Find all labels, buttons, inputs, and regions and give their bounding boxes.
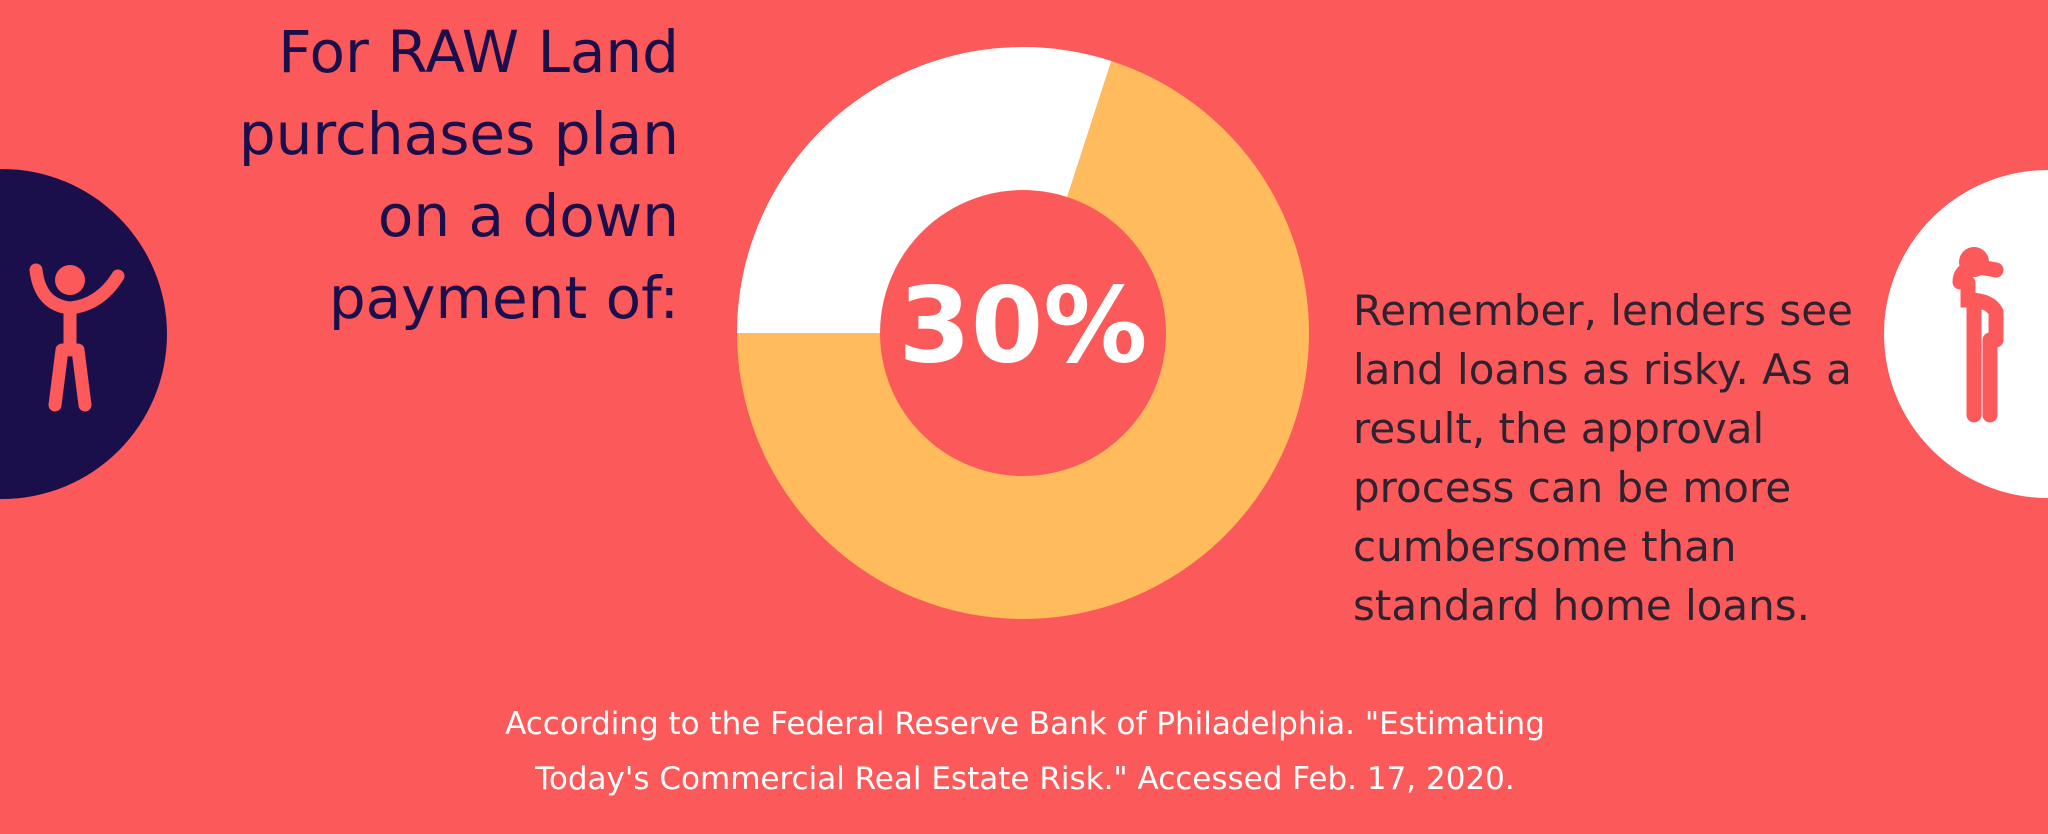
heading-line: on a down	[378, 182, 679, 250]
donut-segment	[737, 60, 1309, 619]
heading-line: payment of:	[329, 264, 679, 332]
heading-line: For RAW Land	[278, 18, 679, 86]
note-line: standard home loans.	[1353, 581, 1810, 630]
badge-circle	[0, 169, 167, 499]
note-line: Remember, lenders see	[1353, 286, 1853, 335]
note-line: cumbersome than	[1353, 522, 1737, 571]
left-badge	[0, 169, 167, 499]
right-badge	[1884, 170, 2048, 498]
center-label: 30%	[899, 264, 1148, 386]
note-line: result, the approval	[1353, 404, 1764, 453]
note-line: land loans as risky. As a	[1353, 345, 1852, 394]
cheering-person-icon	[29, 263, 125, 412]
heading-line: purchases plan	[239, 100, 679, 168]
donut-chart: 30%	[737, 46, 1309, 619]
donut-segment	[737, 46, 1112, 334]
badge-circle	[1884, 170, 2048, 498]
source-line: According to the Federal Reserve Bank of…	[505, 706, 1545, 742]
note-line: process can be more	[1353, 463, 1791, 512]
source-line: Today's Commercial Real Estate Risk." Ac…	[534, 761, 1515, 797]
thinking-person-icon	[1952, 247, 2004, 423]
